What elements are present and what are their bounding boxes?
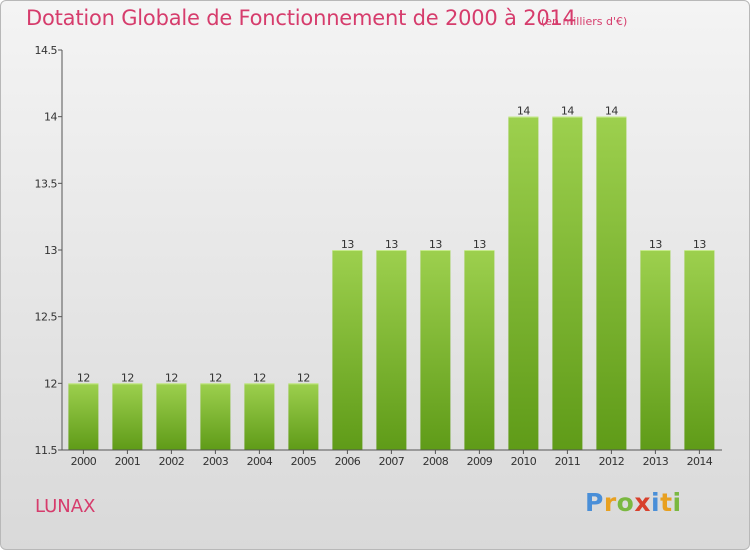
bar-2008	[420, 250, 451, 450]
bar-2001	[112, 383, 143, 450]
unit-note: (en milliers d'€)	[541, 15, 628, 28]
bar-2014	[684, 250, 715, 450]
x-tick-label-2012: 2012	[599, 455, 625, 468]
y-tick-label: 12.5	[35, 311, 58, 324]
data-label-2013: 13	[649, 238, 662, 251]
x-tick-label-2003: 2003	[203, 455, 229, 468]
x-tick-label-2005: 2005	[291, 455, 317, 468]
bar-2013	[640, 250, 671, 450]
x-tick-label-2001: 2001	[115, 455, 141, 468]
x-tick-label-2010: 2010	[511, 455, 537, 468]
y-tick-label: 13.5	[35, 177, 58, 190]
data-labels: 12 12 12 12 12 12 13 13 13 13 14 14 14 13 13	[77, 105, 707, 385]
x-tick-label-2004: 2004	[247, 455, 273, 468]
bar-2007	[376, 250, 407, 450]
y-tick-label: 13	[44, 244, 57, 257]
y-tick-label: 12	[44, 377, 57, 390]
x-tick-label-2000: 2000	[71, 455, 97, 468]
bar-2004	[244, 383, 275, 450]
x-tick-label-2006: 2006	[335, 455, 361, 468]
bar-2006	[332, 250, 363, 450]
bar-2003	[200, 383, 231, 450]
y-tick-label: 14.5	[35, 44, 58, 57]
x-tick-label-2007: 2007	[379, 455, 405, 468]
data-label-2007: 13	[385, 238, 398, 251]
data-label-2014: 13	[693, 238, 706, 251]
chart-title: Dotation Globale de Fonctionnement de 20…	[26, 6, 576, 30]
x-tick-label-2002: 2002	[159, 455, 185, 468]
bars	[68, 116, 715, 451]
data-label-2011: 14	[561, 105, 574, 118]
bar-2011	[552, 116, 583, 451]
x-tick-label-2009: 2009	[467, 455, 493, 468]
x-axis: 2000 2001 2002 2003 2004 2005 2006 2007 2008 2009…	[62, 449, 722, 468]
data-label-2009: 13	[473, 238, 486, 251]
data-label-2001: 12	[121, 371, 134, 384]
bar-2005	[288, 383, 319, 450]
y-axis: 11.5 12 12.5 13 13.5 14 14.5	[35, 44, 63, 457]
y-tick-label: 11.5	[35, 444, 58, 457]
bar-2012	[596, 116, 627, 451]
data-label-2002: 12	[165, 371, 178, 384]
x-tick-label-2008: 2008	[423, 455, 449, 468]
data-label-2000: 12	[77, 371, 90, 384]
data-label-2003: 12	[209, 371, 222, 384]
bar-2000	[68, 383, 99, 450]
bar-2010	[508, 116, 539, 451]
bar-2002	[156, 383, 187, 450]
data-label-2004: 12	[253, 371, 266, 384]
data-label-2006: 13	[341, 238, 354, 251]
data-label-2005: 12	[297, 371, 310, 384]
x-tick-label-2013: 2013	[643, 455, 669, 468]
x-tick-label-2011: 2011	[555, 455, 581, 468]
commune-name: LUNAX	[35, 496, 96, 517]
data-label-2010: 14	[517, 105, 530, 118]
data-label-2012: 14	[605, 105, 618, 118]
data-label-2008: 13	[429, 238, 442, 251]
proxiti-logo: Proxiti	[585, 488, 682, 517]
y-tick-label: 14	[44, 111, 57, 124]
x-tick-label-2014: 2014	[687, 455, 713, 468]
bar-2009	[464, 250, 495, 450]
